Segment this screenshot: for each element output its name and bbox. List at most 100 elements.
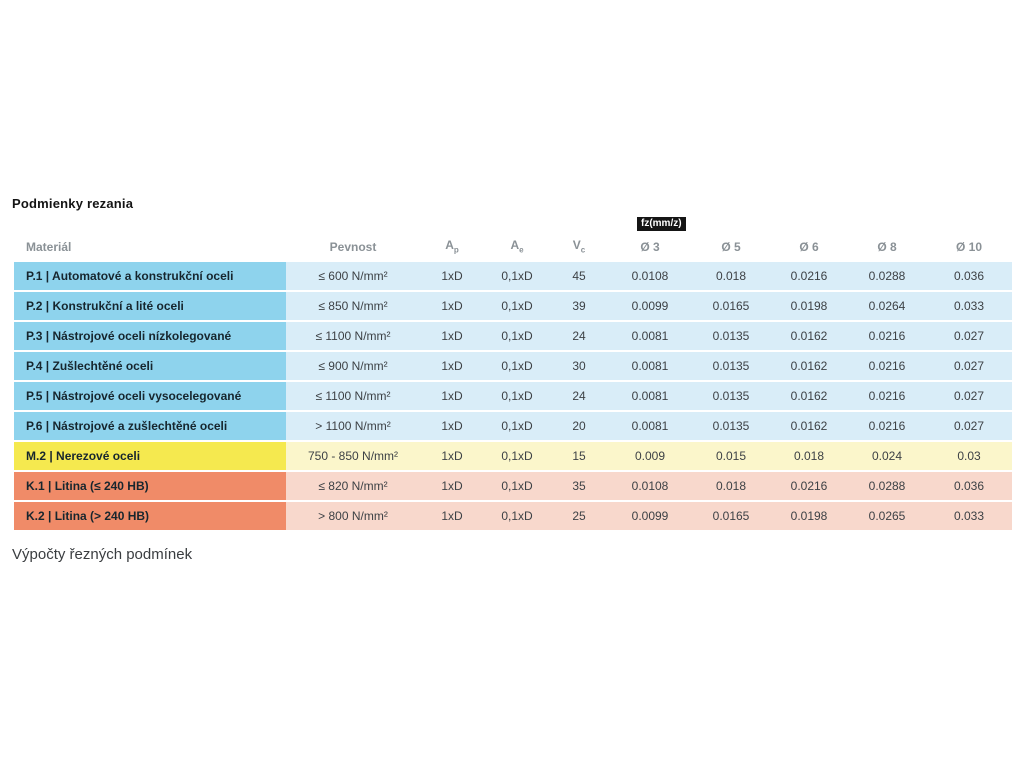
fz-d3-cell: 0.0081: [608, 412, 692, 440]
material-cell: P.2 | Konstrukční a lité oceli: [14, 292, 286, 320]
fz-d5-cell: 0.0135: [692, 412, 770, 440]
fz-d8-cell: 0.0265: [848, 502, 926, 530]
column-header-material: Materiál: [26, 240, 72, 254]
column-header-d3: fz(mm/z) Ø 3: [608, 217, 692, 254]
fz-d6-cell: 0.0162: [770, 352, 848, 380]
pevnost-cell: ≤ 820 N/mm²: [286, 472, 420, 500]
fz-d5-cell: 0.018: [692, 472, 770, 500]
fz-d3-cell: 0.0108: [608, 472, 692, 500]
table-header-row: Materiál Pevnost Ap Ae Vc fz(mm/z) Ø 3 Ø…: [14, 217, 1012, 262]
material-cell: P.1 | Automatové a konstrukční oceli: [14, 262, 286, 290]
ae-cell: 0,1xD: [484, 262, 550, 290]
fz-d8-cell: 0.0264: [848, 292, 926, 320]
pevnost-cell: > 800 N/mm²: [286, 502, 420, 530]
table-row: P.1 | Automatové a konstrukční oceli ≤ 6…: [14, 262, 1012, 290]
ap-cell: 1xD: [420, 412, 484, 440]
table-row: P.6 | Nástrojové a zušlechtěné oceli > 1…: [14, 412, 1012, 440]
fz-d10-cell: 0.036: [926, 472, 1012, 500]
pevnost-cell: ≤ 1100 N/mm²: [286, 382, 420, 410]
cutting-conditions-table: Materiál Pevnost Ap Ae Vc fz(mm/z) Ø 3 Ø…: [14, 217, 1012, 532]
fz-d6-cell: 0.0216: [770, 472, 848, 500]
fz-d10-cell: 0.033: [926, 292, 1012, 320]
vc-cell: 15: [550, 442, 608, 470]
ae-cell: 0,1xD: [484, 382, 550, 410]
ae-cell: 0,1xD: [484, 322, 550, 350]
table-row: P.5 | Nástrojové oceli vysocelegované ≤ …: [14, 382, 1012, 410]
fz-d5-cell: 0.0135: [692, 322, 770, 350]
fz-d3-cell: 0.0108: [608, 262, 692, 290]
page-title: Podmienky rezania: [12, 196, 134, 211]
ap-cell: 1xD: [420, 472, 484, 500]
ae-cell: 0,1xD: [484, 472, 550, 500]
fz-d8-cell: 0.0216: [848, 382, 926, 410]
column-header-d10: Ø 10: [955, 240, 982, 254]
fz-d3-cell: 0.0081: [608, 352, 692, 380]
fz-d6-cell: 0.0162: [770, 412, 848, 440]
fz-d5-cell: 0.015: [692, 442, 770, 470]
table-row: P.2 | Konstrukční a lité oceli ≤ 850 N/m…: [14, 292, 1012, 320]
column-header-d6: Ø 6: [799, 240, 819, 254]
fz-d5-cell: 0.0135: [692, 352, 770, 380]
material-cell: K.1 | Litina (≤ 240 HB): [14, 472, 286, 500]
ae-cell: 0,1xD: [484, 352, 550, 380]
material-cell: M.2 | Nerezové oceli: [14, 442, 286, 470]
column-header-ap: Ap: [445, 237, 459, 254]
table-row: K.1 | Litina (≤ 240 HB) ≤ 820 N/mm² 1xD …: [14, 472, 1012, 500]
fz-unit-tooltip: fz(mm/z): [637, 217, 686, 231]
column-header-pevnost: Pevnost: [329, 240, 377, 254]
fz-d8-cell: 0.0288: [848, 262, 926, 290]
vc-cell: 24: [550, 382, 608, 410]
ae-cell: 0,1xD: [484, 292, 550, 320]
fz-d8-cell: 0.0216: [848, 322, 926, 350]
vc-cell: 35: [550, 472, 608, 500]
material-cell: P.4 | Zušlechtěné oceli: [14, 352, 286, 380]
fz-d8-cell: 0.024: [848, 442, 926, 470]
fz-d8-cell: 0.0216: [848, 352, 926, 380]
material-cell: P.6 | Nástrojové a zušlechtěné oceli: [14, 412, 286, 440]
ap-cell: 1xD: [420, 502, 484, 530]
material-cell: P.3 | Nástrojové oceli nízkolegované: [14, 322, 286, 350]
fz-d5-cell: 0.0165: [692, 292, 770, 320]
table-row: M.2 | Nerezové oceli 750 - 850 N/mm² 1xD…: [14, 442, 1012, 470]
vc-cell: 20: [550, 412, 608, 440]
table-row: K.2 | Litina (> 240 HB) > 800 N/mm² 1xD …: [14, 502, 1012, 530]
fz-d3-cell: 0.0081: [608, 322, 692, 350]
ae-cell: 0,1xD: [484, 412, 550, 440]
fz-d5-cell: 0.018: [692, 262, 770, 290]
fz-d3-cell: 0.0099: [608, 502, 692, 530]
fz-d6-cell: 0.0198: [770, 502, 848, 530]
column-header-ae: Ae: [510, 237, 524, 254]
column-header-d8: Ø 8: [877, 240, 897, 254]
vc-cell: 39: [550, 292, 608, 320]
pevnost-cell: ≤ 900 N/mm²: [286, 352, 420, 380]
material-cell: K.2 | Litina (> 240 HB): [14, 502, 286, 530]
fz-d6-cell: 0.0162: [770, 382, 848, 410]
fz-d10-cell: 0.03: [926, 442, 1012, 470]
pevnost-cell: 750 - 850 N/mm²: [286, 442, 420, 470]
ap-cell: 1xD: [420, 292, 484, 320]
column-header-d5: Ø 5: [721, 240, 741, 254]
fz-d10-cell: 0.027: [926, 382, 1012, 410]
fz-d5-cell: 0.0165: [692, 502, 770, 530]
vc-cell: 25: [550, 502, 608, 530]
fz-d6-cell: 0.0216: [770, 262, 848, 290]
fz-d3-cell: 0.0081: [608, 382, 692, 410]
section-heading-calculations: Výpočty řezných podmínek: [12, 546, 193, 563]
pevnost-cell: ≤ 600 N/mm²: [286, 262, 420, 290]
material-cell: P.5 | Nástrojové oceli vysocelegované: [14, 382, 286, 410]
vc-cell: 30: [550, 352, 608, 380]
ap-cell: 1xD: [420, 322, 484, 350]
fz-d3-cell: 0.009: [608, 442, 692, 470]
ae-cell: 0,1xD: [484, 442, 550, 470]
fz-d6-cell: 0.018: [770, 442, 848, 470]
table-row: P.3 | Nástrojové oceli nízkolegované ≤ 1…: [14, 322, 1012, 350]
ae-cell: 0,1xD: [484, 502, 550, 530]
fz-d6-cell: 0.0162: [770, 322, 848, 350]
vc-cell: 45: [550, 262, 608, 290]
fz-d3-cell: 0.0099: [608, 292, 692, 320]
ap-cell: 1xD: [420, 382, 484, 410]
ap-cell: 1xD: [420, 352, 484, 380]
fz-d6-cell: 0.0198: [770, 292, 848, 320]
fz-d10-cell: 0.033: [926, 502, 1012, 530]
ap-cell: 1xD: [420, 262, 484, 290]
